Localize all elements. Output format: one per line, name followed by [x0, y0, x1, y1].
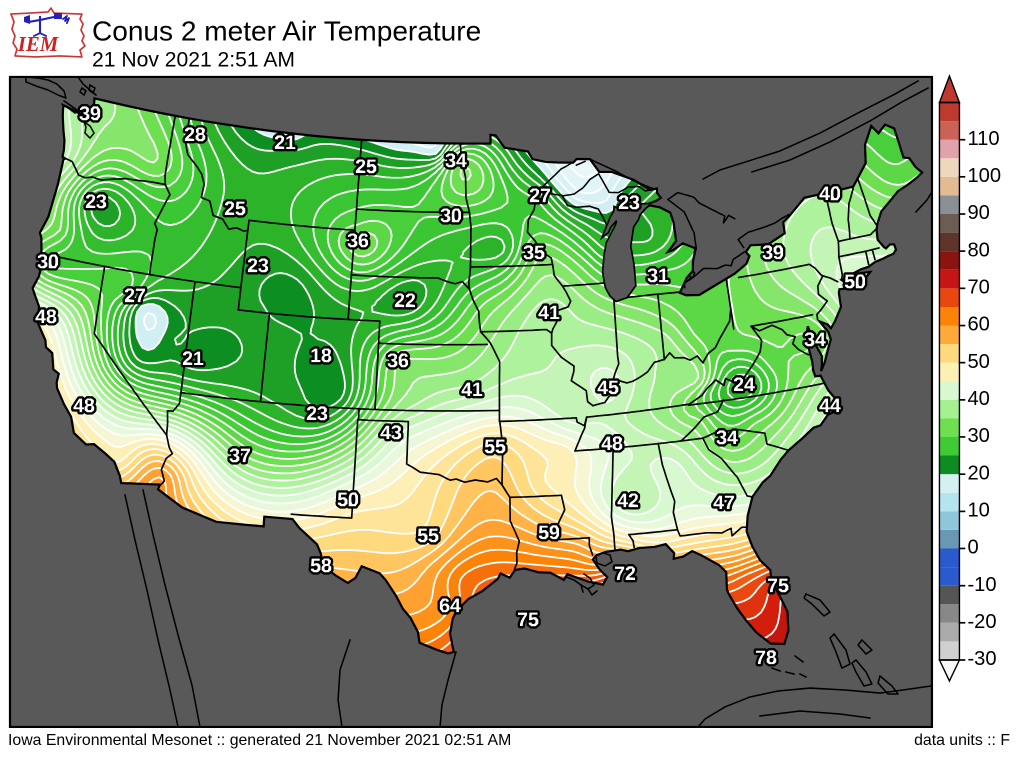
- svg-text:0: 0: [967, 537, 978, 559]
- svg-text:40: 40: [967, 388, 989, 410]
- svg-text:30: 30: [967, 425, 989, 447]
- svg-text:IEM: IEM: [17, 32, 60, 56]
- svg-text:21 Nov 2021 2:51 AM: 21 Nov 2021 2:51 AM: [92, 48, 295, 71]
- svg-text:20: 20: [967, 462, 989, 484]
- svg-text:60: 60: [967, 314, 989, 336]
- svg-text:data units :: F: data units :: F: [914, 732, 1010, 749]
- svg-text:Conus 2 meter Air Temperature: Conus 2 meter Air Temperature: [92, 15, 481, 46]
- svg-text:50: 50: [967, 351, 989, 373]
- svg-text:100: 100: [967, 165, 1001, 187]
- svg-text:-20: -20: [967, 611, 996, 633]
- svg-text:90: 90: [967, 202, 989, 224]
- svg-text:110: 110: [967, 128, 999, 150]
- svg-text:-30: -30: [967, 648, 996, 670]
- svg-text:10: 10: [967, 500, 989, 522]
- svg-text:-10: -10: [967, 574, 996, 596]
- svg-text:80: 80: [967, 239, 989, 261]
- svg-text:Iowa Environmental Mesonet ::: Iowa Environmental Mesonet :: generated …: [8, 732, 511, 749]
- svg-text:70: 70: [967, 277, 989, 299]
